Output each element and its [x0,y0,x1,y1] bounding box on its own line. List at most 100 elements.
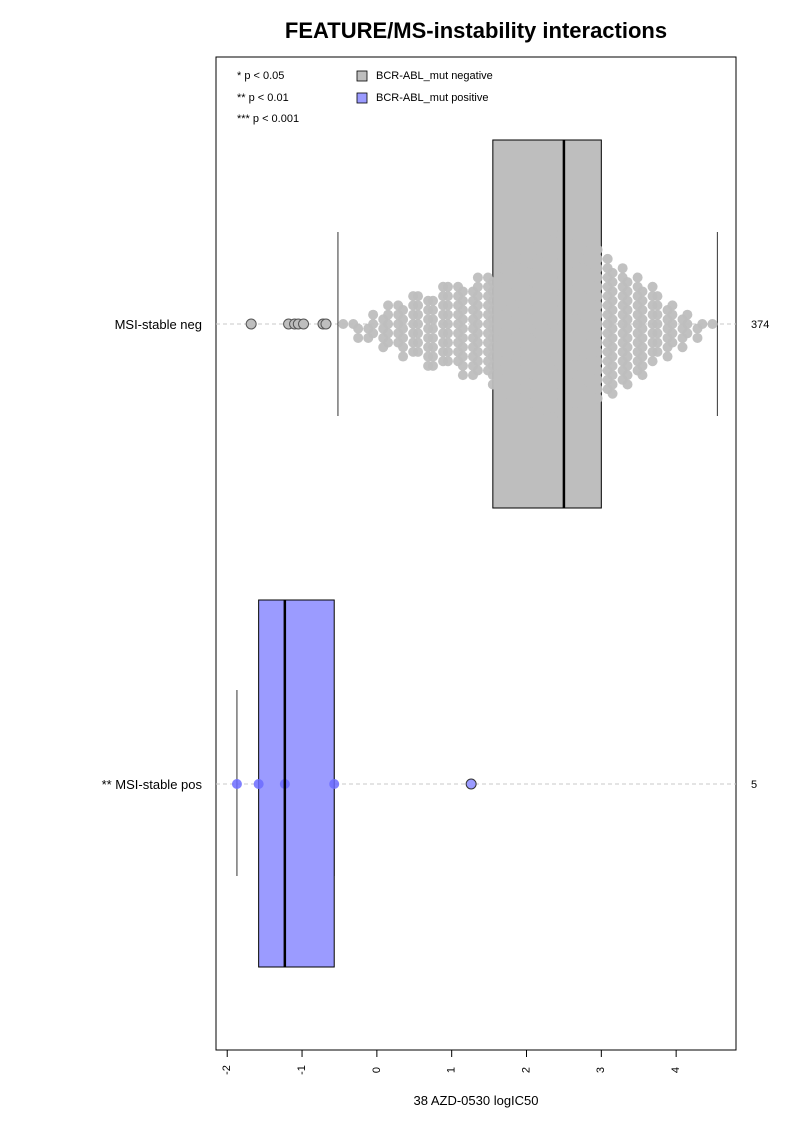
color-legend: BCR-ABL_mut negative BCR-ABL_mut positiv… [356,70,493,104]
data-point [577,235,588,246]
significance-legend-item: ** p < 0.01 [237,92,289,104]
data-point [472,281,483,292]
data-point [502,342,513,353]
data-point [577,393,588,404]
data-point [532,328,543,339]
data-point [457,360,468,371]
data-point [427,360,438,371]
data-point [517,384,528,395]
data-point [413,291,424,302]
data-point [532,384,543,395]
data-point [532,346,543,357]
data-point [442,337,453,348]
data-point [502,295,513,306]
data-point [607,286,618,297]
data-point [442,281,453,292]
data-point [338,319,349,329]
data-point [547,272,558,283]
data-point [457,286,468,297]
data-point [532,319,543,329]
data-point [647,281,658,292]
data-point [517,337,528,348]
data-point [622,342,633,353]
data-point [532,402,543,413]
data-point [427,295,438,306]
data-point [622,277,633,288]
data-point [413,337,424,348]
data-point [517,328,528,339]
data-point [577,263,588,274]
data-point [442,291,453,302]
data-point [442,328,453,339]
data-point [427,305,438,316]
data-point [572,416,583,427]
data-point [487,351,498,362]
data-points [231,779,340,789]
x-tick-label: -2 [221,1065,233,1075]
data-point [607,295,618,306]
group-label: ** MSI-stable pos [102,777,203,792]
data-point [472,365,483,376]
data-point [413,328,424,339]
data-point [652,319,663,329]
data-point [547,235,558,246]
data-point [607,267,618,278]
data-point [398,342,409,353]
data-point [413,319,424,329]
data-point [427,332,438,343]
data-point [532,263,543,274]
data-point [592,328,603,339]
data-point [398,305,409,316]
data-point [413,300,424,311]
data-point [652,346,663,357]
data-point [592,337,603,348]
legend-label-positive: BCR-ABL_mut positive [376,92,489,104]
data-point [622,379,633,390]
outlier-point [245,318,257,330]
data-point [472,346,483,357]
data-point [517,309,528,320]
data-point [502,286,513,297]
data-point [667,337,678,348]
data-point [592,263,603,274]
data-point [502,351,513,362]
x-tick-label: -1 [296,1065,308,1075]
data-point [398,314,409,325]
data-point [487,314,498,325]
significance-legend-item: * p < 0.05 [237,70,284,82]
data-point [547,309,558,320]
data-point [368,328,379,339]
data-point [457,370,468,381]
data-point [577,384,588,395]
data-point [472,328,483,339]
data-point [457,314,468,325]
data-point [622,286,633,297]
data-point [413,346,424,357]
data-point [517,272,528,283]
data-point [577,356,588,367]
data-point [532,374,543,385]
data-point [607,351,618,362]
chart-title: FEATURE/MS-instability interactions [285,18,667,43]
data-point [622,332,633,343]
data-point [368,309,379,320]
data-point [532,253,543,264]
data-point [532,309,543,320]
data-point [487,277,498,288]
data-point [547,291,558,302]
outliers [465,778,477,790]
data-point [472,356,483,367]
data-point [398,332,409,343]
data-point [413,309,424,320]
data-point [682,328,693,339]
data-point [547,356,558,367]
data-point [607,277,618,288]
data-point [457,342,468,353]
data-point [587,407,598,418]
data-point [472,272,483,283]
data-point [517,374,528,385]
data-point [577,328,588,339]
data-point [487,295,498,306]
data-point [607,332,618,343]
